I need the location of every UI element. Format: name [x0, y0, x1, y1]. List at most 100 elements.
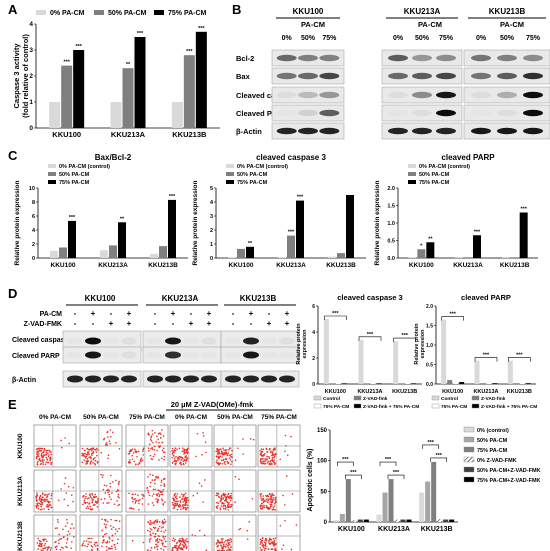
flow-event-dot [82, 496, 84, 498]
flow-plot [213, 514, 257, 551]
flow-event-dot [43, 498, 46, 500]
flow-event-dot [147, 503, 150, 505]
flow-event-dot [158, 495, 161, 498]
flow-event-dot [101, 476, 104, 478]
x-tick-label: KKU213B [326, 262, 356, 269]
flow-event-dot [184, 462, 187, 464]
flow-event-dot [147, 521, 149, 523]
flow-event-dot [101, 529, 103, 532]
flow-event-dot [84, 453, 87, 455]
flow-event-dot [217, 462, 219, 465]
flow-event-dot [163, 522, 166, 524]
flow-event-dot [156, 519, 158, 521]
flow-event-dot [135, 450, 138, 453]
flow-event-dot [186, 457, 189, 460]
flow-event-dot [72, 500, 74, 503]
flow-event-dot [103, 539, 105, 541]
blot-band [388, 72, 408, 80]
flow-event-dot [263, 547, 266, 549]
flow-event-dot [225, 457, 227, 460]
flow-event-dot [162, 503, 165, 505]
blot-band [412, 72, 432, 80]
y-tick-label: 4 [312, 330, 315, 336]
flow-event-dot [286, 454, 289, 456]
flow-event-dot [86, 501, 89, 504]
flow-event-dot [161, 544, 164, 546]
flow-event-dot [108, 490, 111, 492]
flow-event-dot [146, 487, 148, 489]
flow-event-dot [48, 449, 51, 452]
flow-event-dot [96, 544, 99, 547]
legend-swatch [463, 426, 475, 433]
flow-event-dot [161, 429, 163, 431]
pa-cm-sign: + [207, 309, 212, 318]
flow-event-dot [220, 541, 223, 544]
flow-event-dot [87, 452, 89, 454]
flow-event-dot [178, 540, 180, 543]
flow-event-dot [109, 525, 112, 527]
flow-event-dot [264, 537, 267, 540]
flow-event-dot [175, 455, 177, 458]
significance-label: *** [350, 470, 357, 476]
flow-event-dot [195, 455, 197, 458]
significance-label: *** [69, 215, 76, 221]
flow-event-dot [87, 543, 89, 545]
chart-title: cleaved caspase 3 [337, 293, 402, 302]
flow-event-dot [106, 444, 108, 446]
flow-event-dot [128, 462, 130, 464]
flow-event-dot [173, 546, 175, 549]
flow-event-dot [184, 500, 186, 503]
flow-event-dot [265, 506, 268, 509]
flow-event-dot [175, 495, 178, 497]
flow-event-dot [172, 504, 175, 507]
legend-label: 75% PA-CM [477, 448, 508, 454]
flow-event-dot [59, 548, 62, 551]
flow-event-dot [267, 460, 270, 463]
flow-event-dot [187, 499, 189, 502]
flow-event-dot [150, 447, 152, 450]
flow-event-dot [230, 546, 232, 548]
z-vad-sign: - [172, 319, 175, 328]
flow-event-dot [84, 544, 86, 547]
y-tick-label: 4 [29, 21, 33, 28]
flow-event-dot [185, 459, 187, 461]
flow-event-dot [148, 523, 151, 525]
flow-event-dot [105, 545, 108, 548]
x-tick-label: KKU100 [338, 526, 365, 533]
flow-event-dot [37, 455, 40, 458]
flow-event-dot [222, 544, 225, 546]
flow-event-dot [260, 457, 262, 460]
flow-event-dot [269, 503, 272, 506]
y-tick-label: 0 [324, 520, 328, 526]
flow-event-dot [274, 502, 276, 505]
flow-event-dot [230, 503, 232, 506]
flow-event-dot [43, 447, 46, 450]
flow-event-dot [261, 457, 264, 460]
flow-event-dot [35, 499, 38, 501]
flow-event-dot [186, 452, 189, 455]
flow-event-dot [271, 458, 273, 460]
flow-event-dot [160, 547, 162, 550]
flow-event-dot [131, 496, 133, 499]
bar [417, 249, 426, 258]
blot-row-label: Bcl-2 [236, 54, 254, 63]
flow-event-dot [38, 457, 41, 460]
flow-event-dot [180, 463, 182, 466]
flow-event-dot [221, 453, 224, 455]
flow-event-dot [103, 498, 106, 500]
flow-event-dot [252, 438, 255, 441]
flow-plot [79, 424, 123, 468]
flow-event-dot [92, 496, 95, 499]
flow-event-dot [183, 453, 185, 455]
flow-event-dot [234, 459, 237, 461]
flow-event-dot [224, 546, 227, 548]
flow-event-dot [230, 540, 233, 543]
flow-event-dot [267, 548, 270, 550]
flow-event-dot [264, 544, 266, 547]
flow-event-dot [91, 454, 93, 457]
blot-band [225, 338, 241, 345]
flow-event-dot [265, 494, 267, 497]
legend-label: 75% PA-CM [168, 10, 207, 17]
flow-event-dot [90, 545, 93, 547]
lane-label: 0% [393, 35, 404, 42]
